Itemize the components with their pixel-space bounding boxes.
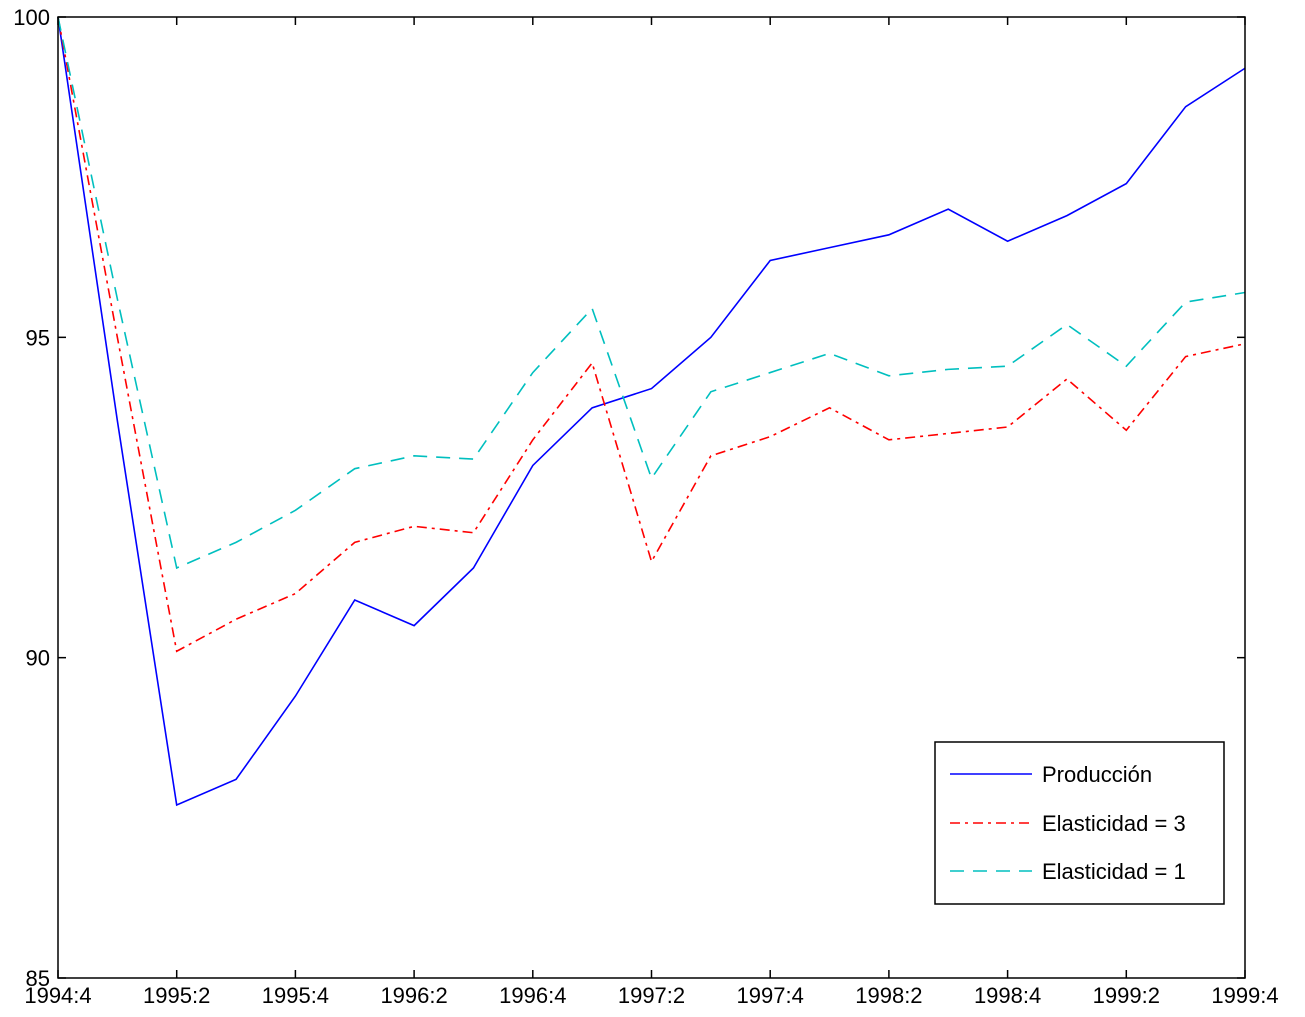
x-tick-label-9: 1999:2 xyxy=(1093,983,1160,1008)
y-tick-label-0: 85 xyxy=(26,966,50,991)
x-tick-label-7: 1998:2 xyxy=(855,983,922,1008)
series-line-0 xyxy=(57,16,1246,807)
series-line-2 xyxy=(57,16,1246,570)
x-tick-label-4: 1996:4 xyxy=(499,983,566,1008)
x-tick-label-2: 1995:4 xyxy=(262,983,329,1008)
x-tick-label-1: 1995:2 xyxy=(143,983,210,1008)
legend: Producción Elasticidad = 3 Elasticidad =… xyxy=(934,741,1225,905)
y-tick-label-3: 100 xyxy=(13,5,50,30)
series-layer xyxy=(57,16,1246,807)
series-line-1 xyxy=(57,16,1246,653)
legend-label-elasticidad-1: Elasticidad = 1 xyxy=(1042,859,1186,884)
x-tick-label-0: 1994:4 xyxy=(24,983,91,1008)
y-tick-label-1: 90 xyxy=(26,646,50,671)
x-tick-label-10: 1999:4 xyxy=(1211,983,1278,1008)
legend-label-produccion: Producción xyxy=(1042,762,1152,787)
legend-box xyxy=(934,741,1225,905)
x-tick-label-3: 1996:2 xyxy=(380,983,447,1008)
x-tick-label-5: 1997:2 xyxy=(618,983,685,1008)
x-tick-label-6: 1997:4 xyxy=(737,983,804,1008)
x-tick-label-8: 1998:4 xyxy=(974,983,1041,1008)
legend-label-elasticidad-3: Elasticidad = 3 xyxy=(1042,811,1186,836)
y-tick-label-2: 95 xyxy=(26,325,50,350)
ticks-layer: 1994:4 1995:2 1995:4 1996:2 1996:4 1997:2 1997… xyxy=(13,5,1278,1008)
